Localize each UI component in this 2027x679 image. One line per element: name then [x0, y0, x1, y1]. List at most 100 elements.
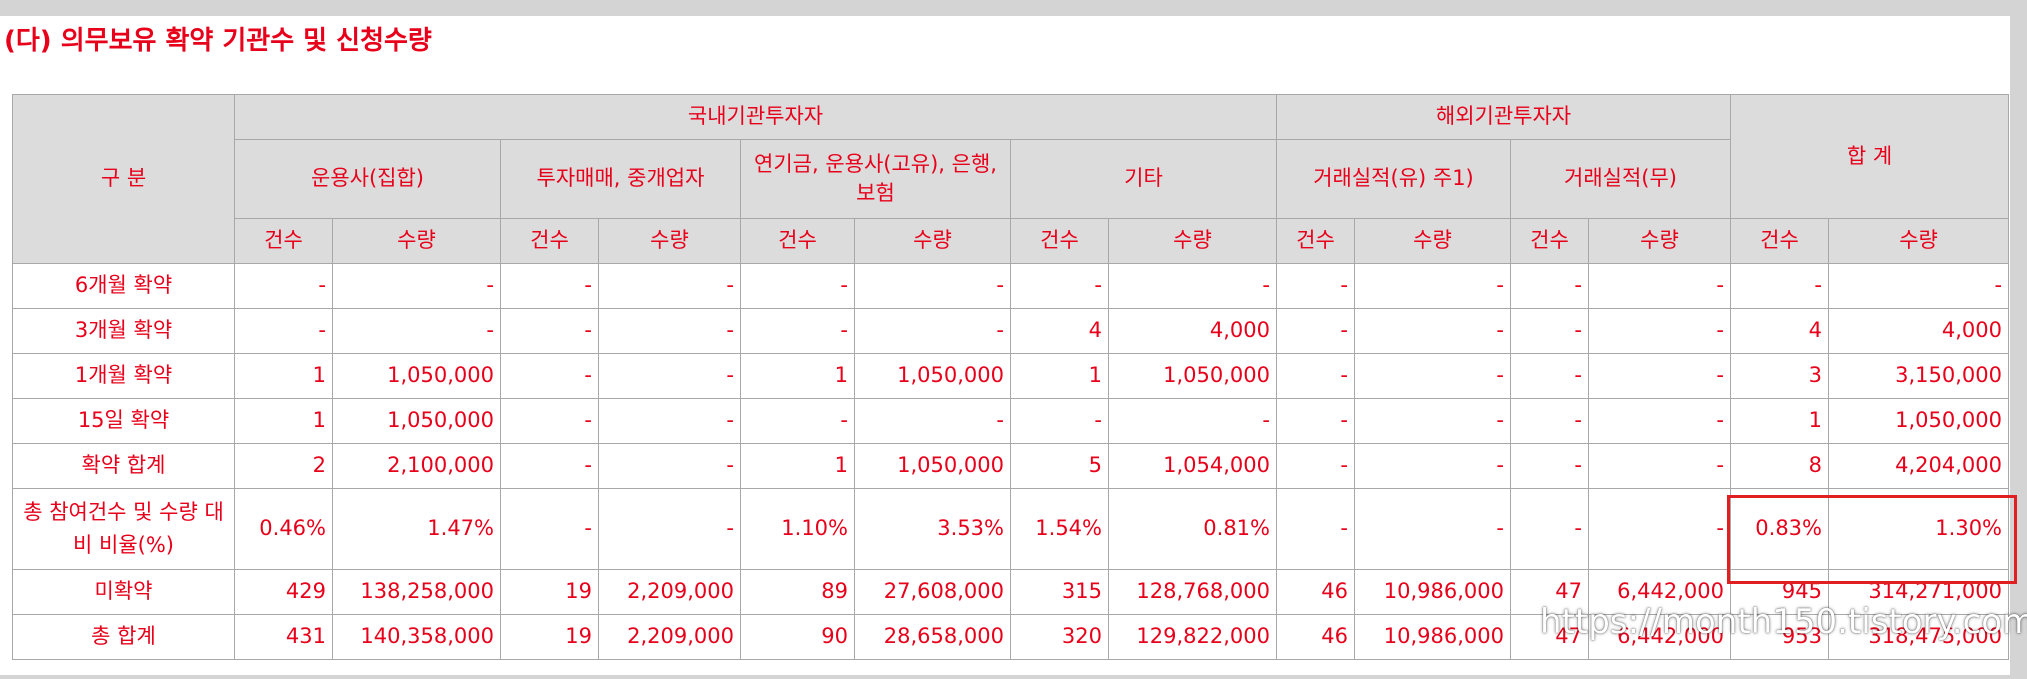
subheader-count: 건수: [500, 218, 599, 264]
count-cell: -: [740, 263, 855, 309]
count-cell: -: [1510, 443, 1589, 489]
quantity-cell: 140,358,000: [332, 614, 501, 660]
quantity-cell: -: [1588, 398, 1731, 444]
count-cell: -: [1276, 308, 1355, 354]
subheader-count: 건수: [740, 218, 855, 264]
subheader-count: 건수: [1276, 218, 1355, 264]
quantity-cell: -: [598, 443, 741, 489]
table-row: 15일 확약 1 1,050,000- - - - - - - - - -1 1,050,000: [12, 398, 2010, 444]
count-cell: 4: [1010, 308, 1109, 354]
count-cell: 89: [740, 569, 855, 615]
section-title: (다) 의무보유 확약 기관수 및 신청수량: [4, 26, 432, 56]
quantity-cell: -: [1108, 398, 1277, 444]
count-cell: -: [500, 263, 599, 309]
header-group-brokerage: 투자매매, 중개업자: [500, 139, 741, 219]
count-cell: 0.46%: [234, 488, 333, 570]
highlight-box: [1727, 495, 2017, 584]
count-cell: -: [1276, 398, 1355, 444]
count-cell: 1: [1010, 353, 1109, 399]
quantity-cell: -: [598, 398, 741, 444]
quantity-cell: -: [1588, 263, 1731, 309]
count-cell: 90: [740, 614, 855, 660]
count-cell: 0.83%: [1730, 488, 1829, 570]
count-cell: -: [1276, 443, 1355, 489]
quantity-cell: 3.53%: [854, 488, 1011, 570]
quantity-cell: -: [1354, 263, 1511, 309]
quantity-cell: 1,050,000: [854, 353, 1011, 399]
count-cell: 2: [234, 443, 333, 489]
subheader-qty: 수량: [1588, 218, 1731, 264]
quantity-cell: 0.81%: [1108, 488, 1277, 570]
quantity-cell: 1.30%: [1827, 488, 2010, 570]
count-cell: 4: [1730, 308, 1829, 354]
quantity-cell: 1,054,000: [1108, 443, 1277, 489]
count-cell: 19: [500, 569, 599, 615]
table-row: 3개월 확약 - - - - - -4 4,000- - - -4 4,000: [12, 308, 2010, 354]
count-cell: 1.10%: [740, 488, 855, 570]
quantity-cell: -: [1588, 308, 1731, 354]
count-cell: -: [1510, 263, 1589, 309]
count-cell: 46: [1276, 614, 1355, 660]
count-cell: -: [234, 263, 333, 309]
header-domestic: 국내기관투자자: [234, 94, 1277, 140]
quantity-cell: 4,204,000: [1827, 443, 2010, 489]
quantity-cell: -: [1588, 443, 1731, 489]
table-row: 6개월 확약 - - - - - - - - - - - - - -: [12, 263, 2010, 309]
quantity-cell: 3,150,000: [1827, 353, 2010, 399]
quantity-cell: 1,050,000: [854, 443, 1011, 489]
quantity-cell: -: [332, 263, 501, 309]
count-cell: -: [1730, 263, 1829, 309]
quantity-cell: 4,000: [1108, 308, 1277, 354]
quantity-cell: -: [854, 398, 1011, 444]
quantity-cell: -: [1354, 443, 1511, 489]
quantity-cell: -: [1354, 398, 1511, 444]
quantity-cell: -: [1354, 353, 1511, 399]
count-cell: 429: [234, 569, 333, 615]
quantity-cell: 10,986,000: [1354, 614, 1511, 660]
count-cell: -: [500, 488, 599, 570]
quantity-cell: -: [332, 308, 501, 354]
count-cell: 1: [234, 398, 333, 444]
header-group-trade-record-yes: 거래실적(유) 주1): [1276, 139, 1511, 219]
subheader-qty: 수량: [1108, 218, 1277, 264]
subheader-count: 건수: [234, 218, 333, 264]
row-label: 총 참여건수 및 수량 대비 비율(%): [12, 488, 235, 570]
count-cell: 1: [740, 353, 855, 399]
count-cell: -: [234, 308, 333, 354]
quantity-cell: 318,475,000: [1827, 614, 2010, 660]
count-cell: -: [500, 353, 599, 399]
watermark: https://month150.tistory.com: [1540, 602, 2027, 642]
header-category: 구 분: [12, 94, 235, 264]
count-cell: -: [740, 308, 855, 354]
quantity-cell: 314,271,000: [1827, 569, 2010, 615]
quantity-cell: 1,050,000: [332, 353, 501, 399]
header-row-1: 구 분 국내기관투자자 해외기관투자자 합 계: [12, 94, 2010, 264]
header-group-trade-record-no: 거래실적(무): [1510, 139, 1731, 219]
header-row-3: 건수 수량 건수 수량 건수 수량 건수 수량 건수 수량 건수 수량 건수 수량: [13, 218, 2010, 264]
header-group-other: 기타: [1010, 139, 1277, 219]
quantity-cell: 128,768,000: [1108, 569, 1277, 615]
subheader-qty: 수량: [854, 218, 1011, 264]
count-cell: -: [500, 308, 599, 354]
quantity-cell: 129,822,000: [1108, 614, 1277, 660]
quantity-cell: 1,050,000: [332, 398, 501, 444]
count-cell: 46: [1276, 569, 1355, 615]
count-cell: 1: [740, 443, 855, 489]
subheader-qty: 수량: [332, 218, 501, 264]
count-cell: -: [1510, 398, 1589, 444]
quantity-cell: -: [1108, 263, 1277, 309]
quantity-cell: -: [1588, 353, 1731, 399]
row-label: 미확약: [12, 569, 235, 615]
quantity-cell: 138,258,000: [332, 569, 501, 615]
count-cell: -: [1010, 263, 1109, 309]
subheader-qty: 수량: [1354, 218, 1511, 264]
table-row: 확약 합계 2 2,100,000- -1 1,050,000 5 1,054,000- - -…: [12, 443, 2010, 489]
count-cell: 19: [500, 614, 599, 660]
quantity-cell: -: [1827, 263, 2010, 309]
count-cell: -: [1010, 398, 1109, 444]
quantity-cell: -: [598, 353, 741, 399]
count-cell: 1: [234, 353, 333, 399]
subheader-qty: 수량: [1827, 218, 2010, 264]
count-cell: -: [1276, 263, 1355, 309]
count-cell: 315: [1010, 569, 1109, 615]
